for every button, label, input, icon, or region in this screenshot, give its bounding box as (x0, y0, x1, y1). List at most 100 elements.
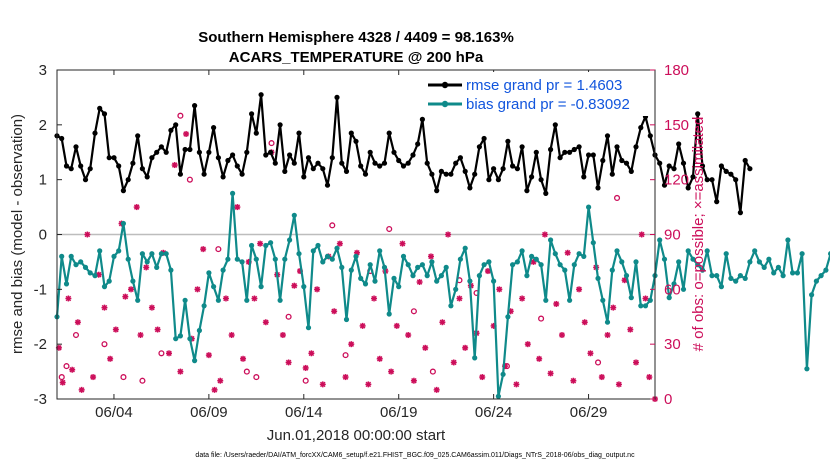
series-point-bias (163, 251, 169, 257)
series-point-bias (448, 303, 454, 309)
obs-assimilated-marker (564, 249, 571, 256)
series-point-rmse (244, 149, 250, 155)
y-axis-label-left: rmse and bias (model - observation) (9, 114, 26, 354)
series-point-rmse (647, 133, 653, 139)
series-point-rmse (709, 177, 715, 183)
series-point-bias (158, 251, 164, 257)
series-point-bias (268, 240, 274, 246)
y-tick-label-left: -2 (34, 336, 47, 353)
series-point-rmse (320, 166, 326, 172)
series-point-bias (396, 284, 402, 290)
series-point-bias (623, 273, 630, 279)
series-point-rmse (348, 130, 354, 136)
series-point-bias (154, 264, 160, 270)
series-point-bias (291, 212, 297, 218)
series-point-bias (481, 262, 487, 268)
series-point-rmse (486, 177, 492, 183)
series-point-bias (619, 259, 625, 265)
series-point-bias (301, 284, 307, 290)
obs-assimilated-marker (217, 377, 224, 384)
series-point-rmse (699, 163, 706, 169)
y-tick-label-right: 0 (664, 391, 672, 408)
series-point-rmse (177, 171, 183, 177)
series-point-bias (695, 262, 701, 268)
y-tick-label-right: 90 (664, 227, 681, 244)
series-point-rmse (239, 171, 245, 177)
series-point-bias (135, 297, 141, 303)
series-point-bias (101, 284, 108, 290)
obs-assimilated-marker (496, 286, 503, 293)
series-point-rmse (514, 166, 521, 172)
obs-assimilated-marker (285, 359, 292, 366)
series-point-rmse (661, 182, 668, 188)
series-point-bias (310, 248, 316, 254)
series-point-rmse (362, 171, 369, 177)
legend-entry-bias: bias grand pr = -0.83092 (428, 96, 630, 113)
series-point-bias (785, 237, 791, 243)
series-point-rmse (600, 157, 606, 164)
legend-entry-rmse: rmse grand pr = 1.4603 (428, 77, 622, 94)
series-point-bias (92, 273, 98, 279)
series-point-bias (761, 264, 767, 270)
series-point-bias (130, 278, 136, 284)
series-point-bias (453, 286, 459, 292)
series-point-bias (571, 262, 577, 268)
series-point-bias (657, 237, 663, 243)
series-point-rmse (68, 166, 74, 172)
series-point-rmse (567, 149, 573, 155)
series-point-bias (320, 259, 326, 265)
series-point-bias (476, 273, 482, 279)
series-point-bias (813, 278, 820, 284)
y-tick-label-right: 120 (664, 172, 689, 189)
obs-assimilated-marker (519, 295, 526, 302)
obs-assimilated-marker (479, 374, 486, 381)
series-point-rmse (353, 138, 359, 144)
series-point-rmse (63, 163, 70, 169)
series-point-rmse (154, 149, 160, 155)
series-point-bias (595, 275, 601, 281)
series-point-bias (495, 393, 501, 399)
obs-assimilated-marker (234, 204, 241, 211)
series-point-rmse (116, 163, 122, 169)
obs-assimilated-marker (291, 282, 298, 289)
obs-assimilated-marker (112, 326, 119, 333)
series-point-rmse (462, 168, 468, 174)
series-point-bias (97, 248, 103, 254)
series-point-bias (581, 253, 587, 259)
series-point-bias (206, 270, 212, 276)
series-point-rmse (680, 160, 687, 166)
series-point-bias (139, 251, 145, 257)
series-point-bias (125, 256, 131, 262)
series-point-bias (519, 248, 525, 254)
obs-assimilated-marker (393, 322, 400, 329)
series-point-bias (804, 366, 810, 372)
obs-assimilated-marker (570, 377, 577, 384)
series-point-rmse (206, 149, 212, 155)
y-tick-label-right: 60 (664, 281, 681, 298)
series-point-bias (367, 262, 373, 268)
y-tick-label-right: 30 (664, 336, 681, 353)
series-point-bias (405, 262, 411, 268)
series-point-bias (543, 297, 549, 303)
series-point-rmse (268, 149, 274, 155)
series-point-rmse (657, 160, 663, 166)
series-point-rmse (690, 174, 696, 180)
series-point-rmse (718, 163, 725, 169)
series-point-rmse (695, 111, 701, 117)
series-point-rmse (163, 149, 169, 155)
obs-assimilated-marker (228, 332, 235, 339)
obs-assimilated-marker (194, 286, 201, 293)
x-tick-label: 06/09 (190, 404, 228, 421)
series-point-bias (633, 259, 639, 265)
series-point-rmse (125, 177, 131, 183)
obs-assimilated-marker (462, 344, 469, 351)
obs-assimilated-marker (450, 359, 457, 366)
series-point-bias (391, 275, 397, 281)
series-point-bias (82, 264, 89, 270)
obs-assimilated-marker (427, 253, 434, 260)
footer-datafile: data file: /Users/raeder/DAI/ATM_forcXX/… (195, 452, 635, 459)
series-point-bias (400, 253, 407, 259)
series-point-rmse (491, 166, 497, 172)
